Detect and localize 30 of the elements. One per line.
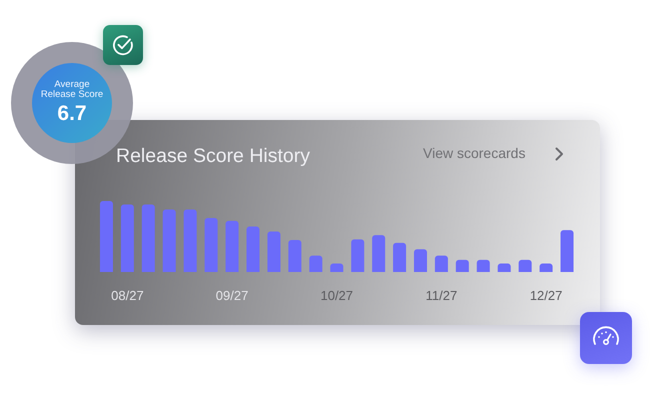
bar [518,260,532,272]
chart-title: Release Score History [116,145,310,167]
bar [246,226,260,272]
bar [476,260,490,272]
bar [372,235,386,272]
bar [309,256,322,272]
bar [330,263,344,272]
bar [204,218,218,272]
bar [288,240,302,272]
bar [351,239,364,272]
x-tick-label: 09/27 [216,288,248,303]
bar [142,204,155,272]
x-tick-label: 10/27 [320,288,354,303]
bar [267,232,280,272]
bar [560,230,574,272]
text: View scorecards [423,145,526,161]
x-tick-label: 11/27 [426,288,458,303]
bar [393,242,406,272]
bar [226,220,239,272]
bar [162,210,176,272]
bar [100,201,113,272]
bar [414,249,427,272]
bar [120,204,134,272]
bar [498,263,511,272]
bar [434,256,448,272]
x-tick-label: 12/27 [530,288,562,303]
bar [540,263,553,272]
bar [184,210,197,272]
x-tick-label: 08/27 [111,288,144,303]
bar [456,260,469,272]
